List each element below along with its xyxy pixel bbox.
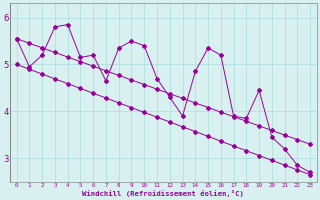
X-axis label: Windchill (Refroidissement éolien,°C): Windchill (Refroidissement éolien,°C) (83, 190, 244, 197)
